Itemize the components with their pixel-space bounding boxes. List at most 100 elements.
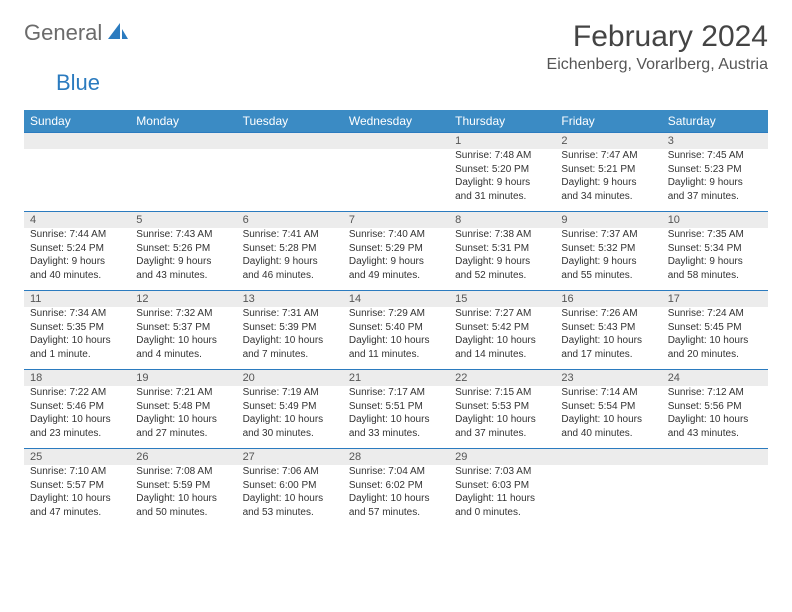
day-cell: Sunrise: 7:27 AMSunset: 5:42 PMDaylight:… [449,307,555,370]
day-cell: Sunrise: 7:34 AMSunset: 5:35 PMDaylight:… [24,307,130,370]
sunset-text: Sunset: 5:51 PM [349,400,443,414]
day-info-row: Sunrise: 7:34 AMSunset: 5:35 PMDaylight:… [24,307,768,370]
day-number: 8 [449,212,555,229]
daylight-text: Daylight: 11 hours [455,492,549,506]
day-cell: Sunrise: 7:44 AMSunset: 5:24 PMDaylight:… [24,228,130,291]
day-cell: Sunrise: 7:17 AMSunset: 5:51 PMDaylight:… [343,386,449,449]
day-number: 5 [130,212,236,229]
daylight-text-2: and 37 minutes. [455,427,549,441]
sunset-text: Sunset: 5:48 PM [136,400,230,414]
sunrise-text: Sunrise: 7:37 AM [561,228,655,242]
day-number: 26 [130,449,236,466]
day-info-row: Sunrise: 7:10 AMSunset: 5:57 PMDaylight:… [24,465,768,527]
daylight-text-2: and 37 minutes. [668,190,762,204]
sunset-text: Sunset: 5:39 PM [243,321,337,335]
sunrise-text: Sunrise: 7:27 AM [455,307,549,321]
sunset-text: Sunset: 5:45 PM [668,321,762,335]
sunrise-text: Sunrise: 7:40 AM [349,228,443,242]
daylight-text: Daylight: 10 hours [243,413,337,427]
day-cell: Sunrise: 7:32 AMSunset: 5:37 PMDaylight:… [130,307,236,370]
sunrise-text: Sunrise: 7:10 AM [30,465,124,479]
daylight-text: Daylight: 10 hours [668,334,762,348]
sunrise-text: Sunrise: 7:47 AM [561,149,655,163]
sunset-text: Sunset: 5:20 PM [455,163,549,177]
sunrise-text: Sunrise: 7:35 AM [668,228,762,242]
daylight-text: Daylight: 9 hours [668,176,762,190]
location-text: Eichenberg, Vorarlberg, Austria [547,56,768,74]
day-info-row: Sunrise: 7:44 AMSunset: 5:24 PMDaylight:… [24,228,768,291]
daylight-text: Daylight: 9 hours [349,255,443,269]
sunset-text: Sunset: 5:56 PM [668,400,762,414]
sunrise-text: Sunrise: 7:32 AM [136,307,230,321]
sunset-text: Sunset: 5:42 PM [455,321,549,335]
day-number: 20 [237,370,343,387]
sunset-text: Sunset: 5:34 PM [668,242,762,256]
day-cell: Sunrise: 7:40 AMSunset: 5:29 PMDaylight:… [343,228,449,291]
daylight-text-2: and 58 minutes. [668,269,762,283]
sunrise-text: Sunrise: 7:15 AM [455,386,549,400]
day-cell: Sunrise: 7:10 AMSunset: 5:57 PMDaylight:… [24,465,130,527]
sunrise-text: Sunrise: 7:34 AM [30,307,124,321]
sunset-text: Sunset: 5:43 PM [561,321,655,335]
day-number: 29 [449,449,555,466]
day-number: 2 [555,133,661,150]
day-number-row: 11121314151617 [24,291,768,308]
daylight-text-2: and 7 minutes. [243,348,337,362]
daylight-text: Daylight: 9 hours [455,255,549,269]
sunrise-text: Sunrise: 7:43 AM [136,228,230,242]
sunset-text: Sunset: 5:37 PM [136,321,230,335]
day-cell: Sunrise: 7:35 AMSunset: 5:34 PMDaylight:… [662,228,768,291]
daylight-text: Daylight: 10 hours [349,413,443,427]
daylight-text-2: and 55 minutes. [561,269,655,283]
day-number: 11 [24,291,130,308]
sunset-text: Sunset: 5:57 PM [30,479,124,493]
sunrise-text: Sunrise: 7:26 AM [561,307,655,321]
day-cell [662,465,768,527]
sunset-text: Sunset: 6:02 PM [349,479,443,493]
weekday-header: Tuesday [237,110,343,133]
day-info-row: Sunrise: 7:22 AMSunset: 5:46 PMDaylight:… [24,386,768,449]
day-cell: Sunrise: 7:41 AMSunset: 5:28 PMDaylight:… [237,228,343,291]
sunrise-text: Sunrise: 7:08 AM [136,465,230,479]
day-number: 18 [24,370,130,387]
sunset-text: Sunset: 5:54 PM [561,400,655,414]
sunrise-text: Sunrise: 7:21 AM [136,386,230,400]
daylight-text: Daylight: 9 hours [455,176,549,190]
day-cell: Sunrise: 7:03 AMSunset: 6:03 PMDaylight:… [449,465,555,527]
daylight-text: Daylight: 10 hours [243,492,337,506]
daylight-text-2: and 52 minutes. [455,269,549,283]
daylight-text-2: and 34 minutes. [561,190,655,204]
weekday-header: Saturday [662,110,768,133]
day-number: 19 [130,370,236,387]
day-number [237,133,343,150]
day-cell: Sunrise: 7:37 AMSunset: 5:32 PMDaylight:… [555,228,661,291]
day-number-row: 45678910 [24,212,768,229]
weekday-header: Sunday [24,110,130,133]
day-number: 17 [662,291,768,308]
day-number: 13 [237,291,343,308]
day-number [343,133,449,150]
daylight-text: Daylight: 10 hours [349,334,443,348]
sunset-text: Sunset: 5:32 PM [561,242,655,256]
sunset-text: Sunset: 5:23 PM [668,163,762,177]
day-number: 3 [662,133,768,150]
sunrise-text: Sunrise: 7:14 AM [561,386,655,400]
daylight-text: Daylight: 10 hours [30,492,124,506]
daylight-text: Daylight: 9 hours [243,255,337,269]
day-cell: Sunrise: 7:06 AMSunset: 6:00 PMDaylight:… [237,465,343,527]
daylight-text: Daylight: 10 hours [30,334,124,348]
weekday-header: Monday [130,110,236,133]
daylight-text-2: and 40 minutes. [30,269,124,283]
daylight-text: Daylight: 10 hours [136,492,230,506]
day-number: 28 [343,449,449,466]
day-cell: Sunrise: 7:12 AMSunset: 5:56 PMDaylight:… [662,386,768,449]
daylight-text: Daylight: 10 hours [243,334,337,348]
month-title: February 2024 [547,20,768,54]
sunset-text: Sunset: 5:24 PM [30,242,124,256]
sunset-text: Sunset: 5:21 PM [561,163,655,177]
calendar-table: SundayMondayTuesdayWednesdayThursdayFrid… [24,110,768,527]
logo-text-general: General [24,20,102,46]
day-number: 16 [555,291,661,308]
day-cell: Sunrise: 7:14 AMSunset: 5:54 PMDaylight:… [555,386,661,449]
day-cell [24,149,130,212]
